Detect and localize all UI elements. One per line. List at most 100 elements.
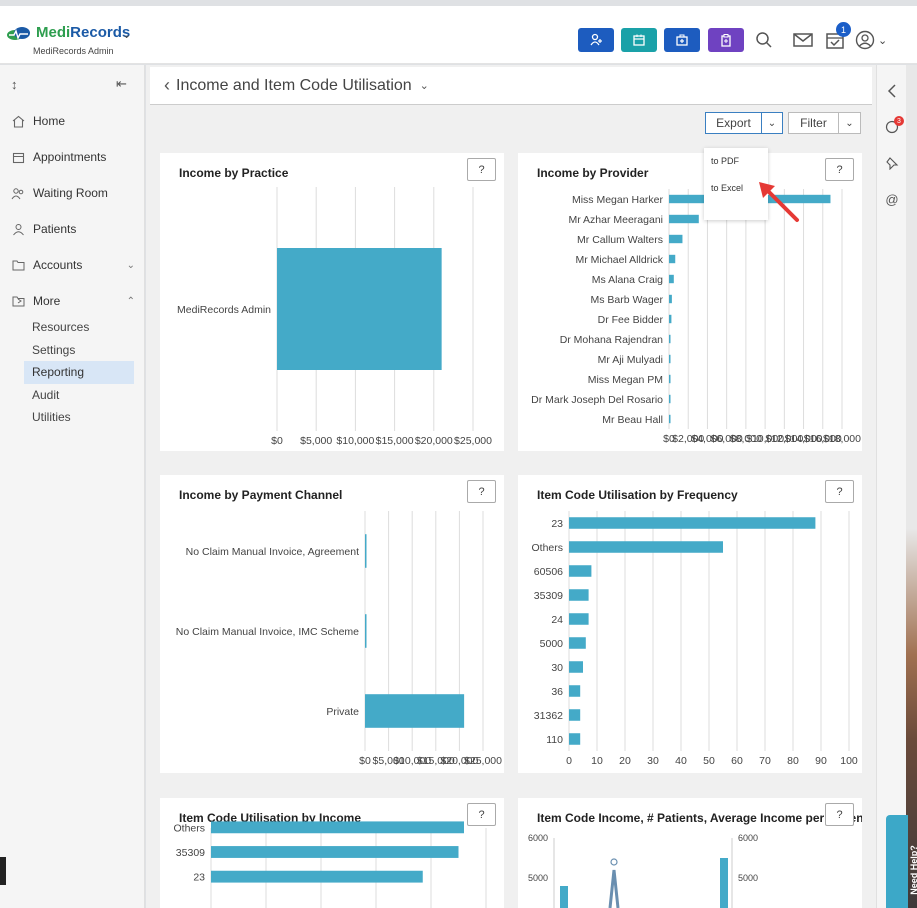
- chevron-left-icon[interactable]: [884, 83, 900, 99]
- filter-dropdown-toggle[interactable]: ⌄: [838, 112, 861, 134]
- sidebar-subitem-reporting[interactable]: Reporting: [24, 361, 134, 384]
- sidebar-item-home[interactable]: Home: [10, 114, 65, 128]
- category-label: Mr Beau Hall: [602, 414, 663, 426]
- add-person-icon: [590, 33, 602, 46]
- folder-icon: [10, 259, 26, 271]
- home-icon: [10, 115, 26, 128]
- chevron-down-icon: ⌄: [126, 259, 135, 271]
- series-line: [608, 869, 620, 908]
- title-chevron-down-icon[interactable]: ⌄: [419, 80, 429, 92]
- category-label: Others: [173, 822, 205, 834]
- user-avatar-icon: [855, 30, 875, 50]
- x-tick-label: 60: [731, 755, 743, 767]
- export-button[interactable]: Export: [705, 112, 761, 134]
- sidebar-item-waiting-room[interactable]: Waiting Room: [10, 186, 108, 200]
- export-to-excel[interactable]: to Excel: [711, 183, 744, 193]
- user-menu-button[interactable]: ⌄: [855, 28, 895, 52]
- x-tick-label: $10,000: [393, 755, 431, 767]
- at-sign-icon[interactable]: @: [885, 191, 899, 207]
- help-button[interactable]: ?: [825, 480, 854, 503]
- red-arrow-annotation: [759, 182, 799, 222]
- collapse-sidebar-icon[interactable]: ⇤: [116, 76, 127, 91]
- folder-share-icon: [10, 295, 26, 307]
- x-tick-label: $10,000: [746, 433, 784, 445]
- sidebar-item-more[interactable]: More ⌃: [10, 294, 135, 308]
- category-label: 60506: [534, 566, 563, 578]
- rail-notification-badge: 3: [894, 116, 904, 126]
- logo-chevron-down-icon[interactable]: ⌄: [122, 29, 132, 41]
- category-label: 23: [193, 872, 205, 884]
- chevron-up-icon: ⌃: [126, 295, 135, 307]
- help-button[interactable]: ?: [825, 803, 854, 826]
- sidebar-item-accounts[interactable]: Accounts ⌄: [10, 258, 135, 272]
- right-axis-tick: 6000: [738, 833, 758, 843]
- logo[interactable]: MediRecords: [6, 24, 130, 41]
- desktop-background: [906, 65, 917, 908]
- logo-text-records: Records: [70, 24, 131, 41]
- envelope-icon: [793, 33, 813, 47]
- category-label: 110: [546, 734, 563, 746]
- need-help-tab[interactable]: Need Help?: [886, 815, 917, 908]
- search-button[interactable]: [752, 28, 776, 52]
- bar: [211, 846, 459, 858]
- back-chevron-icon[interactable]: ‹: [164, 75, 170, 95]
- sidebar-subitem-resources[interactable]: Resources: [32, 320, 90, 334]
- chart-income-by-practice: $0 $5,000 $10,000 $15,000 $20,000 $25,000 Medi…: [177, 187, 492, 447]
- category-label: 35309: [176, 847, 205, 859]
- category-label: 23: [551, 518, 563, 530]
- category-label: Dr Fee Bidder: [598, 314, 664, 326]
- bar: [569, 661, 583, 673]
- export-to-pdf[interactable]: to PDF: [711, 156, 740, 166]
- bar: [669, 254, 676, 264]
- clipboard-icon: [721, 34, 731, 47]
- x-tick-label: $10,000: [336, 435, 374, 447]
- filter-button[interactable]: Filter: [788, 112, 838, 134]
- expand-vertical-icon[interactable]: ↕: [11, 77, 18, 92]
- sidebar-subitem-settings[interactable]: Settings: [32, 343, 76, 357]
- sidebar-subitem-audit[interactable]: Audit: [32, 388, 60, 402]
- chart-card-income-by-provider: Income by Provider ? $0 $2,000 $4,000 $6,00…: [518, 153, 862, 451]
- help-button[interactable]: ?: [467, 803, 496, 826]
- x-tick-label: $0: [359, 755, 371, 767]
- left-axis-tick: 5000: [528, 873, 548, 883]
- x-tick-label: $5,000: [300, 435, 332, 447]
- help-button[interactable]: ?: [467, 480, 496, 503]
- category-label: No Claim Manual Invoice, Agreement: [186, 546, 359, 558]
- x-tick-label: $15,000: [417, 755, 455, 767]
- clipboard-button[interactable]: [708, 28, 744, 52]
- x-tick-label: 80: [787, 755, 799, 767]
- user-chevron-down-icon: ⌄: [878, 34, 888, 47]
- category-label: Miss Megan Harker: [572, 194, 664, 206]
- sidebar-item-label: Home: [33, 114, 66, 128]
- export-dropdown-toggle[interactable]: ⌄: [761, 112, 783, 134]
- add-patient-button[interactable]: [578, 28, 614, 52]
- x-tick-label: 0: [566, 755, 572, 767]
- x-tick-label: $0: [663, 433, 675, 445]
- help-button[interactable]: ?: [825, 158, 854, 181]
- messages-button[interactable]: [791, 28, 815, 52]
- chart-card-income-by-practice: Income by Practice ? $0 $5,000 $10,000 $15,…: [160, 153, 504, 451]
- help-button[interactable]: ?: [467, 158, 496, 181]
- new-appointment-button[interactable]: [621, 28, 657, 52]
- sidebar-subitem-utilities[interactable]: Utilities: [32, 410, 71, 424]
- top-bar: MediRecords ⌄ MediRecords Admin 1 ⌄: [0, 6, 917, 64]
- x-tick-label: $25,000: [454, 435, 492, 447]
- category-label: 35309: [534, 590, 563, 602]
- sidebar-item-appointments[interactable]: Appointments: [10, 150, 106, 164]
- bar: [569, 517, 816, 529]
- sidebar-item-patients[interactable]: Patients: [10, 222, 76, 236]
- category-label: Miss Megan PM: [588, 374, 663, 386]
- medical-bag-button[interactable]: [664, 28, 700, 52]
- bar: [669, 354, 671, 364]
- bar: [569, 589, 589, 601]
- x-tick-label: 50: [703, 755, 715, 767]
- x-tick-label: $2,000: [672, 433, 704, 445]
- category-label: Mr Aji Mulyadi: [598, 354, 663, 366]
- x-tick-label: $12,000: [765, 433, 803, 445]
- category-label: 30: [551, 662, 563, 674]
- pin-icon[interactable]: [884, 155, 900, 171]
- chat-icon[interactable]: [884, 119, 900, 135]
- line-point: [610, 858, 618, 866]
- tasks-button[interactable]: [823, 28, 847, 52]
- sidebar-item-label: Appointments: [33, 150, 107, 164]
